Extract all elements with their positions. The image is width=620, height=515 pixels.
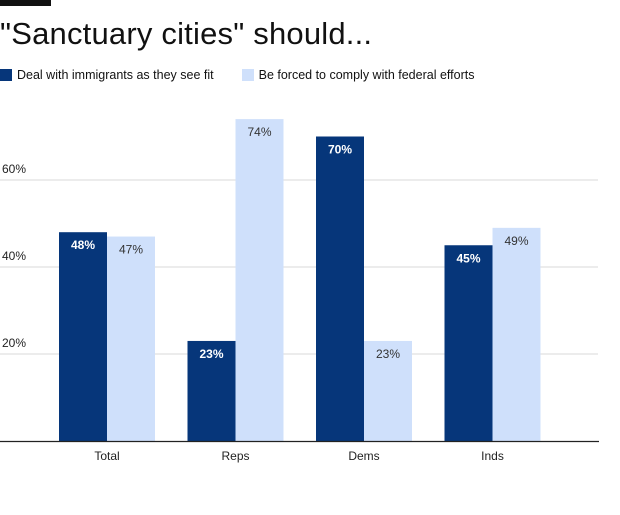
- chart-title: "Sanctuary cities" should...: [0, 16, 373, 51]
- bar-comply-dems: [364, 340, 412, 441]
- y-tick-label: 60%: [2, 162, 26, 176]
- legend-item-series-1: Deal with immigrants as they see fit: [0, 68, 214, 82]
- legend-swatch-series-2: [241, 69, 254, 81]
- bar-data-label: 74%: [247, 125, 271, 139]
- bar-see-fit-dems: [316, 136, 364, 441]
- x-tick-label-reps: Reps: [221, 449, 249, 463]
- bar-data-label: 70%: [328, 143, 352, 157]
- bar-data-label: 23%: [199, 347, 223, 361]
- legend-label-series-2: Be forced to comply with federal efforts: [258, 68, 475, 82]
- x-tick-label-inds: Inds: [481, 449, 504, 463]
- y-tick-label: 40%: [2, 249, 26, 263]
- legend-label-series-1: Deal with immigrants as they see fit: [17, 68, 214, 82]
- bar-see-fit-inds: [444, 245, 493, 441]
- bar-data-label: 47%: [119, 243, 143, 257]
- bar-data-label: 45%: [456, 251, 480, 265]
- chart-legend: Deal with immigrants as they see fit Be …: [0, 68, 502, 82]
- bar-see-fit-total: [59, 232, 107, 441]
- legend-swatch-series-1: [0, 69, 12, 81]
- y-tick-label: 20%: [2, 336, 26, 350]
- bar-data-label: 48%: [71, 238, 95, 252]
- bar-comply-total: [107, 236, 155, 441]
- x-tick-label-total: Total: [94, 449, 119, 463]
- title-accent-bar: [0, 0, 51, 6]
- bar-comply-reps: [235, 119, 284, 441]
- bar-see-fit-reps: [187, 340, 236, 441]
- bar-data-label: 23%: [376, 347, 400, 361]
- x-tick-label-dems: Dems: [348, 449, 379, 463]
- bar-comply-inds: [492, 227, 541, 441]
- legend-item-series-2: Be forced to comply with federal efforts: [241, 68, 475, 82]
- bar-data-label: 49%: [504, 234, 528, 248]
